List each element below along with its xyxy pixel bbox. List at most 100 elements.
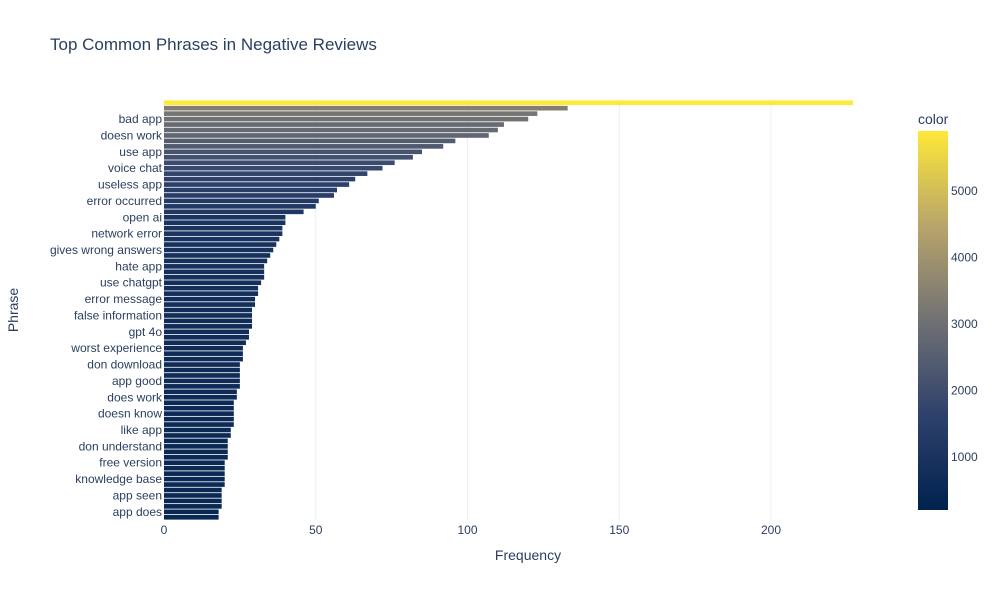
bar [164, 356, 243, 362]
bar [164, 242, 277, 247]
gridlines [315, 100, 772, 520]
bar [164, 144, 444, 149]
bar [164, 444, 228, 449]
y-tick-label: voice chat [108, 161, 163, 175]
bar [164, 198, 319, 204]
bar [164, 400, 234, 406]
bar [164, 307, 253, 313]
colorbar-tick-label: 1000 [951, 450, 978, 464]
y-tick-label: use chatgpt [100, 276, 163, 290]
bar [164, 182, 350, 187]
bar [164, 138, 456, 144]
bar [164, 193, 334, 198]
bar [164, 258, 268, 264]
bar [164, 209, 304, 215]
colorbar-tick-label: 5000 [951, 184, 978, 198]
y-tick-label: like app [121, 423, 163, 437]
bar [164, 416, 234, 422]
x-tick-label: 50 [309, 523, 323, 537]
bars [164, 100, 853, 520]
bar [164, 334, 249, 340]
y-tick-label: worst experience [70, 341, 162, 355]
y-tick-label: doesn work [101, 128, 163, 142]
bar [164, 498, 222, 504]
y-tick-label: network error [91, 227, 162, 241]
bar [164, 487, 222, 493]
bar [164, 340, 246, 346]
colorbar-tick-label: 2000 [951, 383, 978, 397]
bar [164, 264, 265, 269]
bar [164, 225, 283, 231]
bar [164, 253, 271, 258]
y-tick-label: app does [113, 505, 162, 519]
colorbar-tick-labels: 1000 2000 3000 4000 5000 [951, 184, 978, 464]
y-tick-label: error occurred [87, 194, 162, 208]
bar [164, 454, 228, 460]
bar [164, 389, 237, 395]
bar [164, 411, 234, 416]
y-tick-label: does work [107, 390, 163, 404]
bar [164, 160, 395, 166]
bar [164, 133, 489, 138]
y-tick-label: bad app [119, 112, 163, 126]
bar [164, 378, 240, 384]
y-tick-labels: bad app doesn work use app voice chat useles… [50, 112, 163, 519]
y-tick-label: gpt 4o [129, 325, 163, 339]
y-tick-label: don understand [79, 439, 162, 453]
y-tick-label: use app [119, 145, 162, 159]
bar [164, 476, 225, 482]
y-tick-label: app good [112, 374, 162, 388]
bar [164, 274, 265, 280]
bar [164, 514, 219, 520]
bar [164, 318, 253, 324]
y-tick-label: open ai [123, 210, 162, 224]
bar [164, 171, 368, 176]
y-tick-label: knowledge base [75, 472, 162, 486]
x-tick-label: 200 [761, 523, 781, 537]
x-tick-label: 150 [609, 523, 629, 537]
x-tick-label: 100 [457, 523, 477, 537]
bar [164, 105, 568, 111]
bar [164, 394, 237, 400]
bar [164, 280, 262, 286]
bar [164, 351, 243, 356]
bar [164, 176, 356, 182]
bar [164, 231, 283, 236]
colorbar [918, 131, 948, 510]
y-axis-title: Phrase [5, 288, 21, 333]
bar [164, 329, 249, 335]
bar [164, 324, 253, 329]
bar [164, 509, 219, 515]
bar [164, 154, 413, 160]
bar [164, 247, 274, 253]
y-tick-label: useless app [98, 178, 162, 192]
bar [164, 362, 240, 367]
bar [164, 449, 228, 455]
bar [164, 422, 234, 427]
bar [164, 204, 316, 209]
bar [164, 504, 222, 509]
bar [164, 214, 286, 220]
bar [164, 165, 383, 171]
y-tick-label: app seen [113, 488, 162, 502]
bar [164, 405, 234, 411]
colorbar-title: color [918, 111, 949, 127]
chart-title: Top Common Phrases in Negative Reviews [50, 35, 377, 54]
bar [164, 220, 286, 226]
bar [164, 100, 853, 106]
colorbar-tick-label: 3000 [951, 317, 978, 331]
bar [164, 460, 225, 466]
y-tick-label: free version [99, 456, 162, 470]
bar [164, 471, 225, 476]
bar [164, 187, 337, 193]
bar [164, 116, 529, 122]
bar [164, 482, 225, 487]
bar [164, 465, 225, 471]
bar [164, 493, 222, 498]
y-tick-label: false information [74, 308, 162, 322]
bar [164, 302, 256, 307]
y-tick-label: don download [87, 358, 162, 372]
bar [164, 345, 243, 351]
bar [164, 438, 228, 444]
